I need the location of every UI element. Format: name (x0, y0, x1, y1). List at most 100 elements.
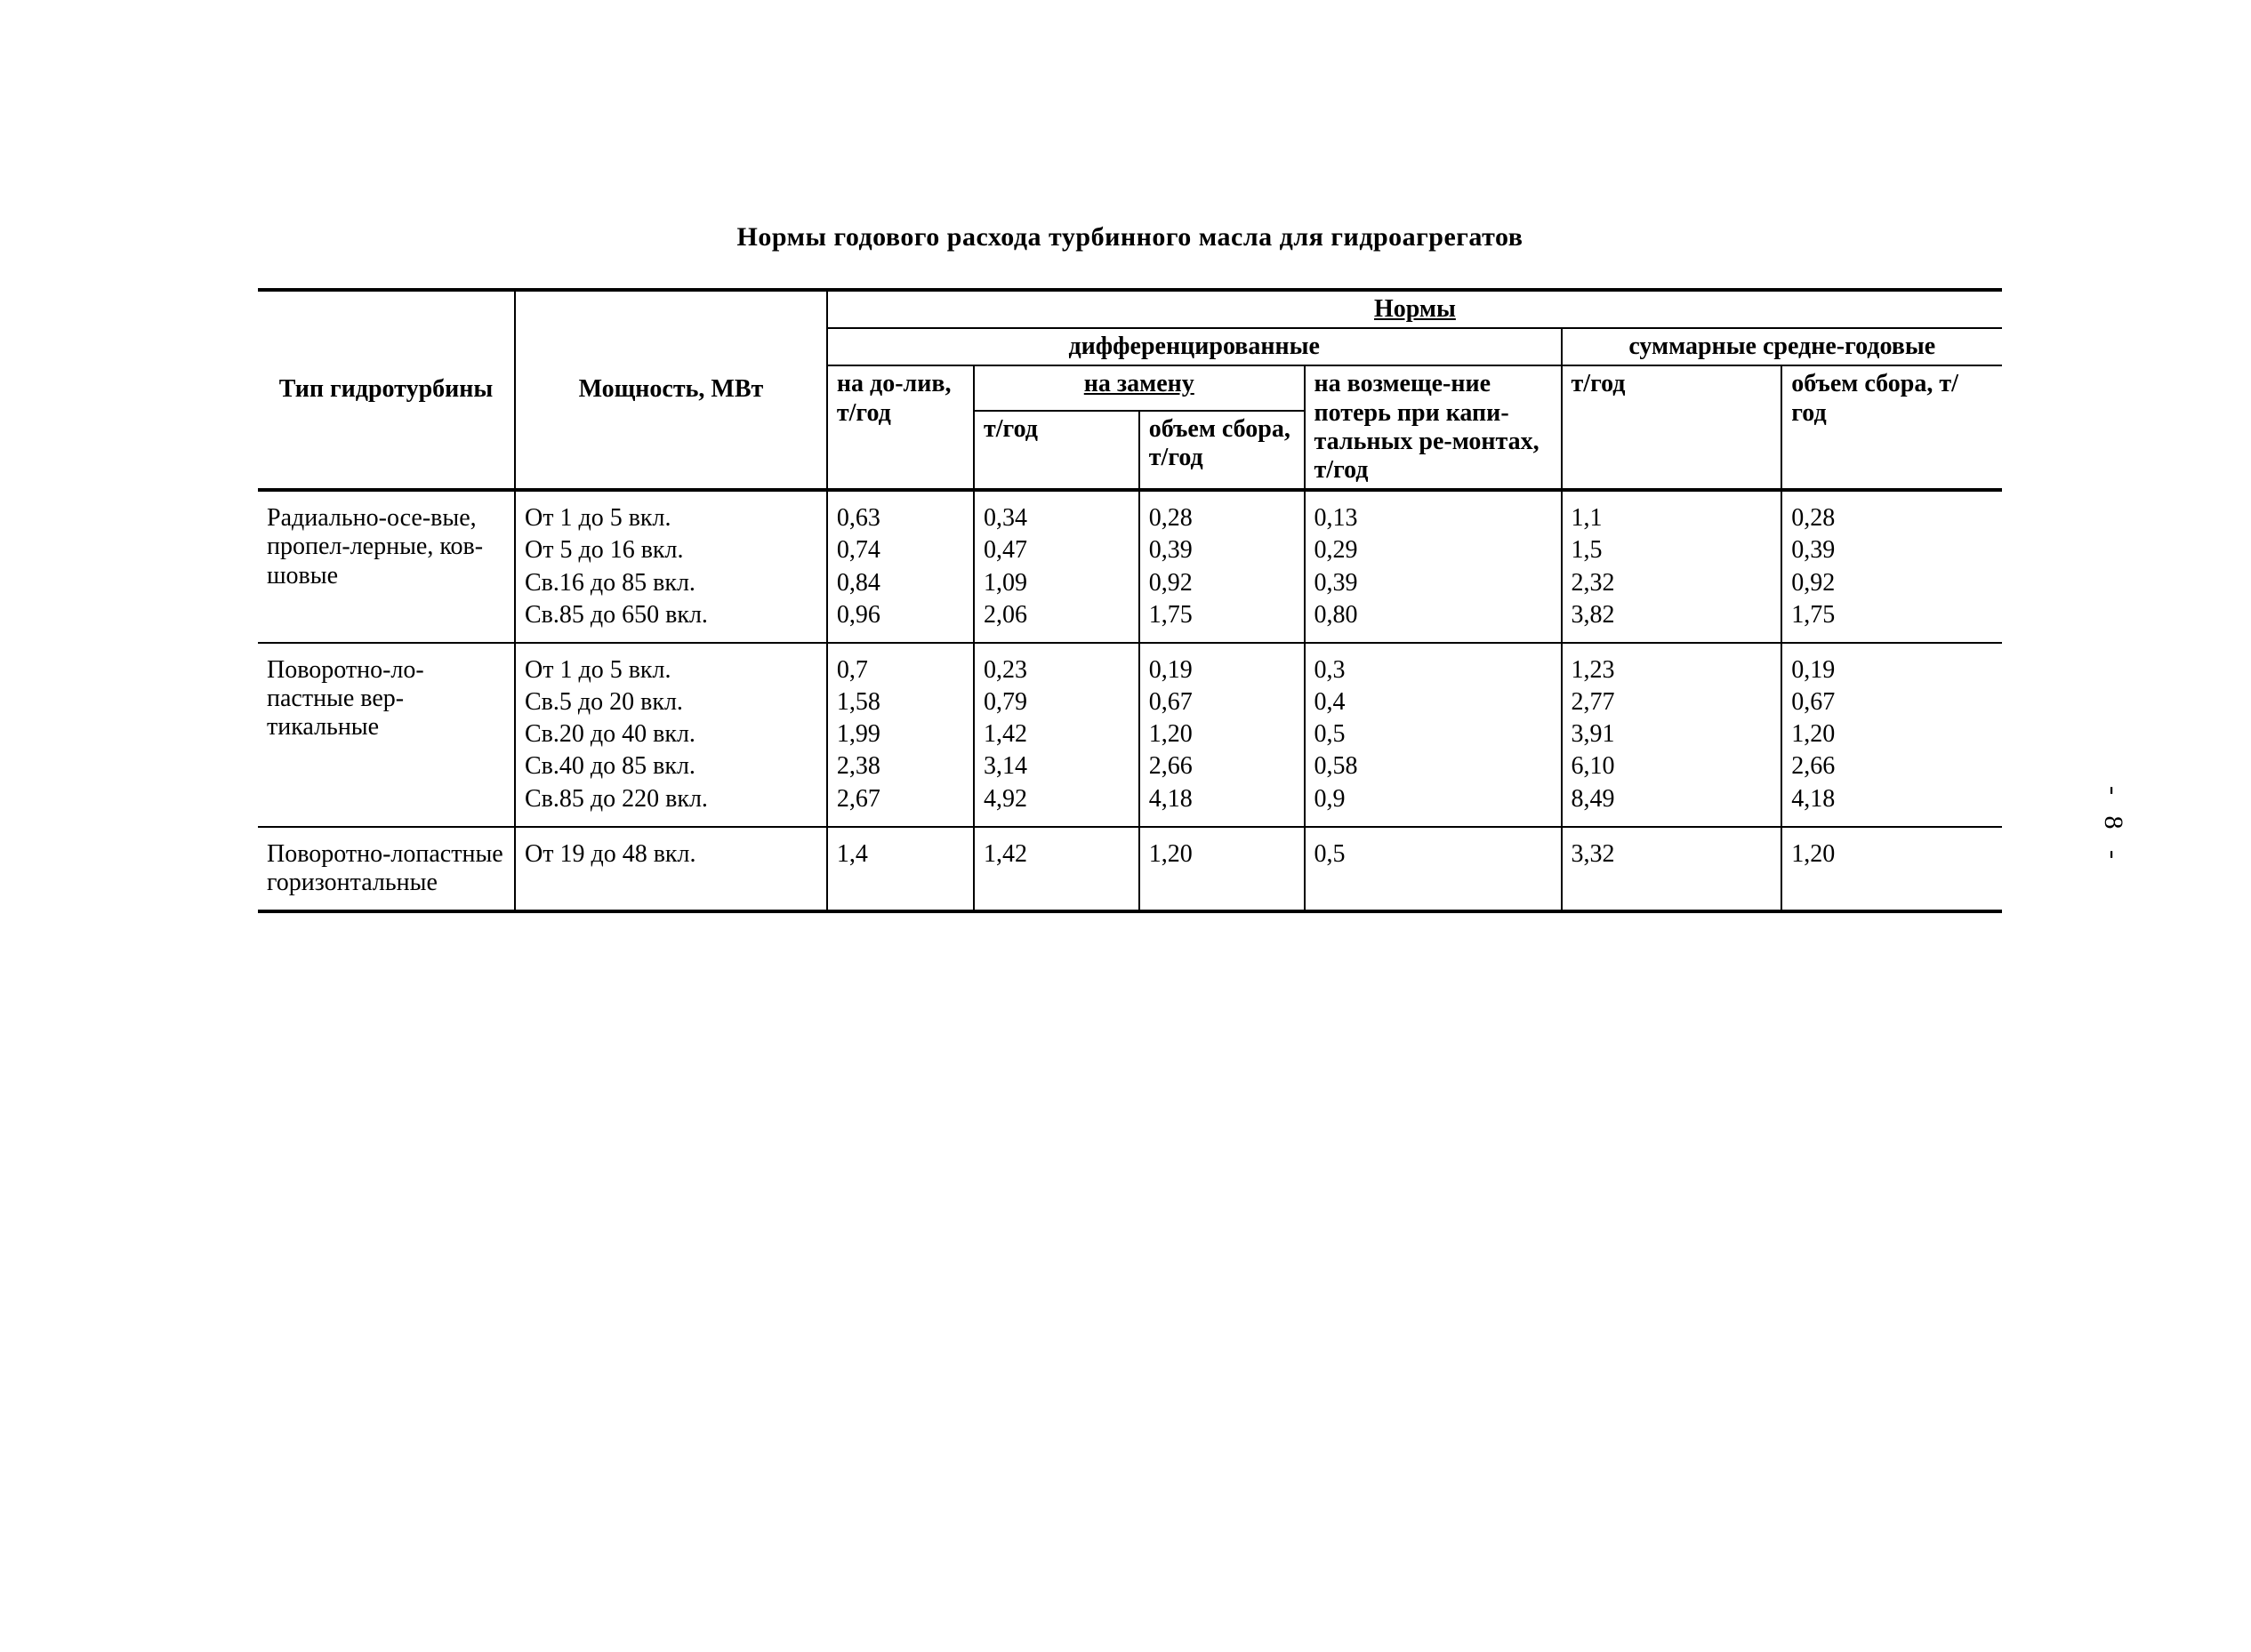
sum-t-cell: 3,32 (1562, 827, 1782, 911)
col-zam-obj: объем сбора, т/год (1139, 411, 1305, 491)
zam-obj-cell: 0,19 (1139, 643, 1305, 686)
zam-t-cell: 0,23 (974, 643, 1139, 686)
col-power-label: Мощность, МВт (579, 375, 764, 403)
zam-obj-cell: 0,28 (1139, 490, 1305, 534)
table-row: Св.85 до 220 вкл.2,674,924,180,98,494,18 (258, 783, 2002, 827)
sum-obj-cell: 0,67 (1781, 686, 2002, 718)
vozm-cell: 0,80 (1305, 599, 1562, 643)
power-cell: Св.16 до 85 вкл. (515, 567, 827, 599)
zam-obj-cell: 1,20 (1139, 827, 1305, 911)
col-zam-obj-label: объем сбора, т/год (1149, 415, 1290, 471)
col-sum-t: т/год (1562, 365, 1782, 490)
sum-obj-cell: 0,39 (1781, 534, 2002, 566)
zam-obj-cell: 0,67 (1139, 686, 1305, 718)
sum-t-cell: 3,91 (1562, 718, 1782, 750)
col-sum-obj-label: объем сбора, т/год (1791, 370, 1958, 426)
col-doliv-label: на до-лив, т/год (837, 370, 952, 426)
doliv-cell: 1,4 (827, 827, 974, 911)
table-row: Поворотно-ло-пастные вер-тикальныеОт 1 д… (258, 643, 2002, 686)
sum-t-cell: 1,1 (1562, 490, 1782, 534)
zam-obj-cell: 1,75 (1139, 599, 1305, 643)
zam-t-cell: 3,14 (974, 750, 1139, 782)
power-cell: Св.20 до 40 вкл. (515, 718, 827, 750)
vozm-cell: 0,4 (1305, 686, 1562, 718)
vozm-cell: 0,13 (1305, 490, 1562, 534)
power-cell: От 19 до 48 вкл. (515, 827, 827, 911)
sum-obj-cell: 2,66 (1781, 750, 2002, 782)
zam-obj-cell: 1,20 (1139, 718, 1305, 750)
zam-obj-cell: 0,39 (1139, 534, 1305, 566)
page-number: - 8 - (2098, 786, 2128, 866)
zam-obj-cell: 0,92 (1139, 567, 1305, 599)
doliv-cell: 1,99 (827, 718, 974, 750)
doliv-cell: 1,58 (827, 686, 974, 718)
power-cell: От 1 до 5 вкл. (515, 643, 827, 686)
table-row: Св.5 до 20 вкл.1,580,790,670,42,770,67 (258, 686, 2002, 718)
vozm-cell: 0,5 (1305, 827, 1562, 911)
col-type: Тип гидротурбины (258, 290, 515, 490)
table-row: Радиально-осе-вые, пропел-лерные, ков-шо… (258, 490, 2002, 534)
sum-t-cell: 8,49 (1562, 783, 1782, 827)
col-vozm: на возмеще-ние потерь при капи-тальных р… (1305, 365, 1562, 490)
sum-t-cell: 3,82 (1562, 599, 1782, 643)
col-sum: суммарные средне-годовые (1562, 328, 2002, 365)
document-page: Нормы годового расхода турбинного масла … (0, 0, 2251, 1652)
power-cell: Св.85 до 220 вкл. (515, 783, 827, 827)
table-row: Св.40 до 85 вкл.2,383,142,660,586,102,66 (258, 750, 2002, 782)
col-zam-t: т/год (974, 411, 1139, 491)
norms-table: Тип гидротурбины Мощность, МВт Нормы диф… (258, 288, 2002, 913)
sum-t-cell: 1,23 (1562, 643, 1782, 686)
col-sum-t-label: т/год (1572, 370, 1626, 397)
zam-obj-cell: 4,18 (1139, 783, 1305, 827)
power-cell: От 1 до 5 вкл. (515, 490, 827, 534)
col-vozm-label: на возмеще-ние потерь при капи-тальных р… (1314, 370, 1540, 484)
zam-t-cell: 1,09 (974, 567, 1139, 599)
table-row: Поворотно-лопастные горизонтальныеОт 19 … (258, 827, 2002, 911)
zam-t-cell: 4,92 (974, 783, 1139, 827)
power-cell: Св.85 до 650 вкл. (515, 599, 827, 643)
col-doliv: на до-лив, т/год (827, 365, 974, 490)
col-norms: Нормы (827, 290, 2002, 328)
vozm-cell: 0,3 (1305, 643, 1562, 686)
power-cell: От 5 до 16 вкл. (515, 534, 827, 566)
group-name-cell: Поворотно-ло-пастные вер-тикальные (258, 643, 515, 827)
group-name: Поворотно-лопастные горизонтальные (267, 840, 503, 896)
table-row: От 5 до 16 вкл.0,740,470,390,291,50,39 (258, 534, 2002, 566)
table-row: Св.20 до 40 вкл.1,991,421,200,53,911,20 (258, 718, 2002, 750)
zam-t-cell: 1,42 (974, 827, 1139, 911)
sum-t-cell: 2,32 (1562, 567, 1782, 599)
sum-t-cell: 2,77 (1562, 686, 1782, 718)
sum-obj-cell: 0,92 (1781, 567, 2002, 599)
group-name-cell: Радиально-осе-вые, пропел-лерные, ков-шо… (258, 490, 515, 643)
table-row: Св.85 до 650 вкл.0,962,061,750,803,821,7… (258, 599, 2002, 643)
doliv-cell: 0,74 (827, 534, 974, 566)
zam-t-cell: 1,42 (974, 718, 1139, 750)
zam-t-cell: 2,06 (974, 599, 1139, 643)
sum-obj-cell: 0,28 (1781, 490, 2002, 534)
zam-t-cell: 0,47 (974, 534, 1139, 566)
doliv-cell: 0,84 (827, 567, 974, 599)
col-sum-obj: объем сбора, т/год (1781, 365, 2002, 490)
col-diff: дифференцированные (827, 328, 1562, 365)
col-zam-t-label: т/год (984, 415, 1038, 443)
col-diff-label: дифференцированные (1069, 333, 1320, 360)
group-name: Поворотно-ло-пастные вер-тикальные (267, 656, 424, 741)
zam-t-cell: 0,79 (974, 686, 1139, 718)
sum-t-cell: 6,10 (1562, 750, 1782, 782)
table-body: Радиально-осе-вые, пропел-лерные, ков-шо… (258, 490, 2002, 911)
vozm-cell: 0,58 (1305, 750, 1562, 782)
vozm-cell: 0,39 (1305, 567, 1562, 599)
vozm-cell: 0,9 (1305, 783, 1562, 827)
table-row: Св.16 до 85 вкл.0,841,090,920,392,320,92 (258, 567, 2002, 599)
sum-obj-cell: 1,75 (1781, 599, 2002, 643)
power-cell: Св.5 до 20 вкл. (515, 686, 827, 718)
power-cell: Св.40 до 85 вкл. (515, 750, 827, 782)
col-sum-label: суммарные средне-годовые (1628, 333, 1935, 360)
sum-obj-cell: 1,20 (1781, 718, 2002, 750)
doliv-cell: 0,96 (827, 599, 974, 643)
sum-obj-cell: 0,19 (1781, 643, 2002, 686)
col-zamena-label: на замену (1084, 370, 1194, 397)
vozm-cell: 0,29 (1305, 534, 1562, 566)
group-name: Радиально-осе-вые, пропел-лерные, ков-шо… (267, 504, 483, 589)
zam-obj-cell: 2,66 (1139, 750, 1305, 782)
